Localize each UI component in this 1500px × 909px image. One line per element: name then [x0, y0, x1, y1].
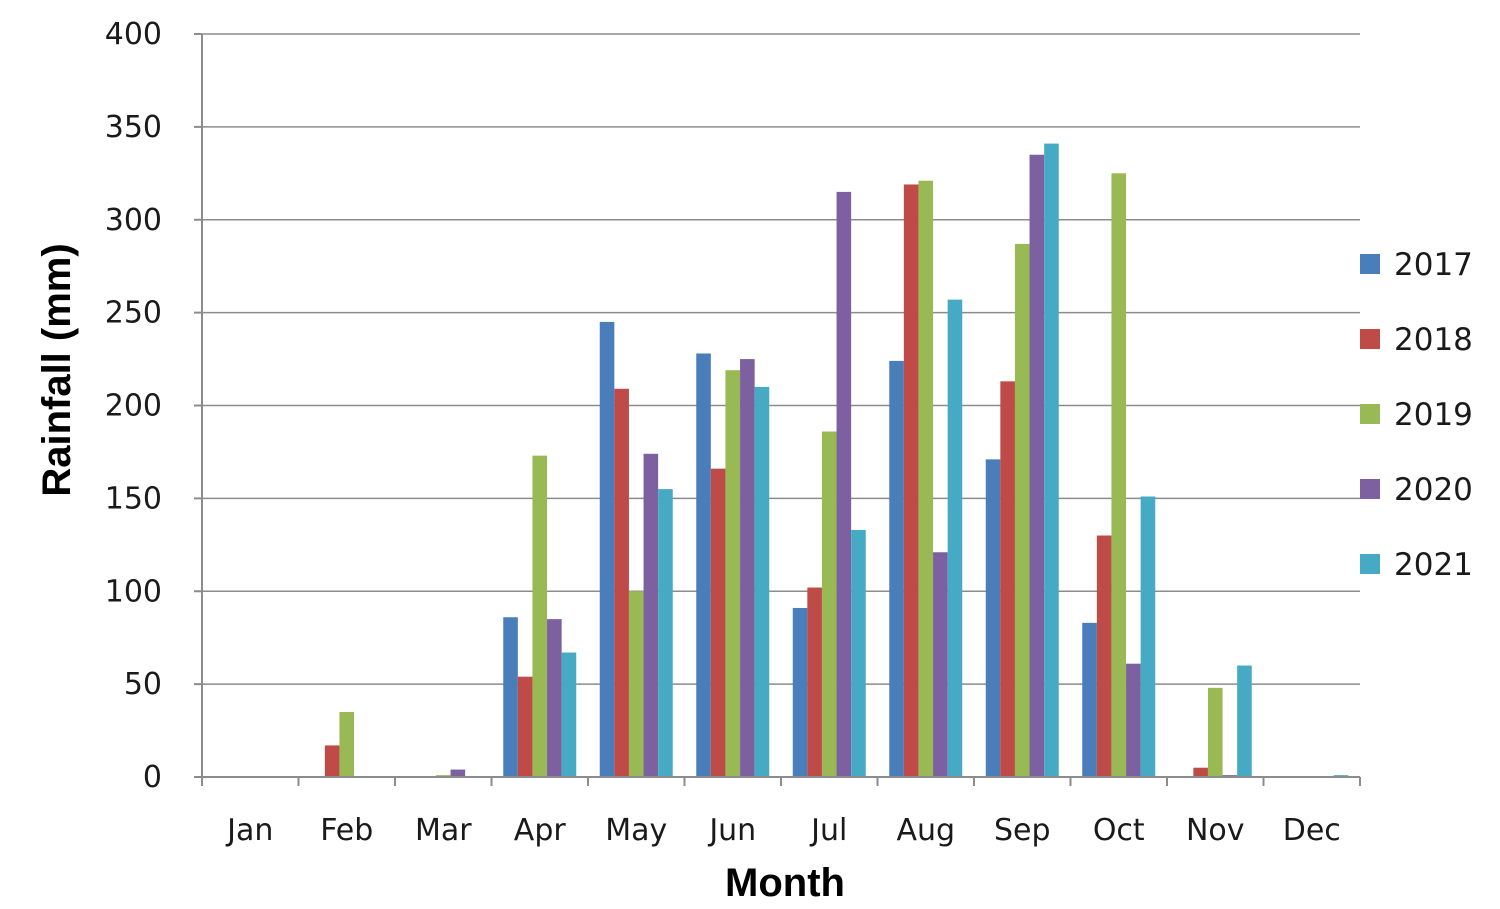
bar-2017-Jul: 2017 Jul: 91 — [792, 607, 808, 777]
bar-2021-May: 2021 May: 155 — [658, 489, 673, 777]
bar-2020-Apr: 2020 Apr: 85 — [547, 619, 562, 777]
x-axis-title: Month — [725, 861, 845, 905]
x-tick-label: Sep — [994, 813, 1051, 848]
bar-2017-Aug: 2017 Aug: 224 — [889, 360, 904, 777]
bar-2018-Nov: 2018 Nov: 5 — [1193, 767, 1208, 777]
bar-2021-Jun: 2021 Jun: 210 — [754, 386, 770, 777]
bar-2018-Jul: 2018 Jul: 102 — [807, 587, 822, 777]
legend-swatch — [1360, 329, 1380, 349]
bar-2019-Sep: 2019 Sep: 287 — [1014, 243, 1030, 777]
bar-2018-Feb: 2018 Feb: 17 — [324, 745, 340, 777]
x-tick-label: Oct — [1093, 813, 1145, 848]
y-axis-title: Rainfall (mm) — [35, 243, 79, 496]
y-tick-label: 50 — [124, 667, 162, 702]
bar-2020-May: 2020 May: 174 — [643, 453, 659, 777]
bar-2017-Apr: 2017 Apr: 86 — [503, 617, 518, 777]
y-tick-label: 0 — [143, 760, 162, 795]
bar-2020-Aug: 2020 Aug: 121 — [933, 552, 948, 777]
y-tick-label: 350 — [105, 110, 162, 145]
bar-2018-Oct: 2018 Oct: 130 — [1096, 535, 1112, 777]
bar-2019-Feb: 2019 Feb: 35 — [339, 711, 355, 777]
x-tick-label: Dec — [1283, 813, 1341, 848]
bar-2020-Jun: 2020 Jun: 225 — [740, 359, 755, 777]
gridlines — [202, 33, 1360, 685]
x-tick-label: Jun — [707, 813, 756, 848]
bar-2019-Nov: 2019 Nov: 48 — [1207, 687, 1223, 777]
bar-2019-Apr: 2019 Apr: 173 — [532, 455, 548, 777]
bar-2019-Aug: 2019 Aug: 321 — [918, 180, 934, 777]
legend-swatch — [1360, 254, 1380, 274]
bar-2017-May: 2017 May: 245 — [599, 321, 615, 777]
bar-2018-Aug: 2018 Aug: 319 — [903, 184, 919, 777]
legend-label: 2020 — [1394, 472, 1473, 508]
legend-label: 2018 — [1394, 322, 1473, 358]
bar-2020-Oct: 2020 Oct: 61 — [1126, 663, 1141, 777]
bar-2017-Jun: 2017 Jun: 228 — [696, 353, 711, 777]
legend-label: 2019 — [1394, 397, 1473, 433]
bar-2019-Jun: 2019 Jun: 219 — [725, 370, 741, 777]
bars: 2017 Apr: 862017 May: 2452017 Jun: 22820… — [324, 143, 1349, 778]
legend-label: 2017 — [1394, 247, 1473, 283]
bar-2021-Aug: 2021 Aug: 257 — [947, 299, 963, 777]
x-tick-label: Jan — [225, 813, 273, 848]
y-tick-label: 100 — [105, 574, 162, 609]
y-tick-label: 300 — [105, 203, 162, 238]
legend-swatch — [1360, 479, 1380, 499]
legend-label: 2021 — [1394, 547, 1473, 583]
x-tick-label: Feb — [320, 813, 373, 848]
bar-2018-Jun: 2018 Jun: 166 — [710, 468, 726, 777]
bar-2021-Apr: 2021 Apr: 67 — [561, 652, 577, 777]
x-tick-label: May — [605, 813, 667, 848]
x-tick-label: Aug — [896, 813, 955, 848]
bar-2021-Oct: 2021 Oct: 151 — [1140, 496, 1156, 777]
bar-2017-Sep: 2017 Sep: 171 — [985, 459, 1001, 777]
bar-2019-Jul: 2019 Jul: 186 — [821, 431, 837, 777]
bar-2019-May: 2019 May: 100 — [628, 591, 644, 777]
bar-2017-Oct: 2017 Oct: 83 — [1082, 622, 1097, 777]
x-tick-label: Mar — [415, 813, 472, 848]
x-tick-labels: Jan Feb Mar Apr May Jun Jul Aug Sep Oct Nov Dec — [225, 813, 1341, 848]
bar-2018-Apr: 2018 Apr: 54 — [517, 676, 533, 777]
legend-swatch — [1360, 404, 1380, 424]
y-tick-label: 200 — [105, 389, 162, 424]
x-tick-label: Apr — [514, 813, 567, 848]
y-tick-labels: 0 50 100 150 200 250 300 350 400 — [105, 17, 162, 795]
bar-2019-Oct: 2019 Oct: 325 — [1111, 173, 1127, 777]
y-tick-label: 250 — [105, 296, 162, 331]
bar-2021-Sep: 2021 Sep: 341 — [1044, 143, 1059, 777]
bar-2018-May: 2018 May: 209 — [614, 388, 629, 777]
y-tick-label: 400 — [105, 17, 162, 52]
bar-2021-Nov: 2021 Nov: 60 — [1237, 665, 1252, 777]
bar-2018-Sep: 2018 Sep: 213 — [1000, 381, 1015, 777]
bar-2020-Jul: 2020 Jul: 315 — [836, 191, 852, 777]
y-tick-label: 150 — [105, 481, 162, 516]
x-tick-label: Jul — [809, 813, 847, 848]
bar-2021-Jul: 2021 Jul: 133 — [851, 529, 866, 777]
bar-2020-Sep: 2020 Sep: 335 — [1029, 154, 1045, 778]
legend-swatch — [1360, 554, 1380, 574]
axes — [194, 33, 1361, 786]
x-tick-label: Nov — [1186, 813, 1245, 848]
legend: 2017 2018 2019 2020 2021 — [1360, 247, 1473, 583]
bar-2020-Mar: 2020 Mar: 4 — [450, 769, 466, 777]
